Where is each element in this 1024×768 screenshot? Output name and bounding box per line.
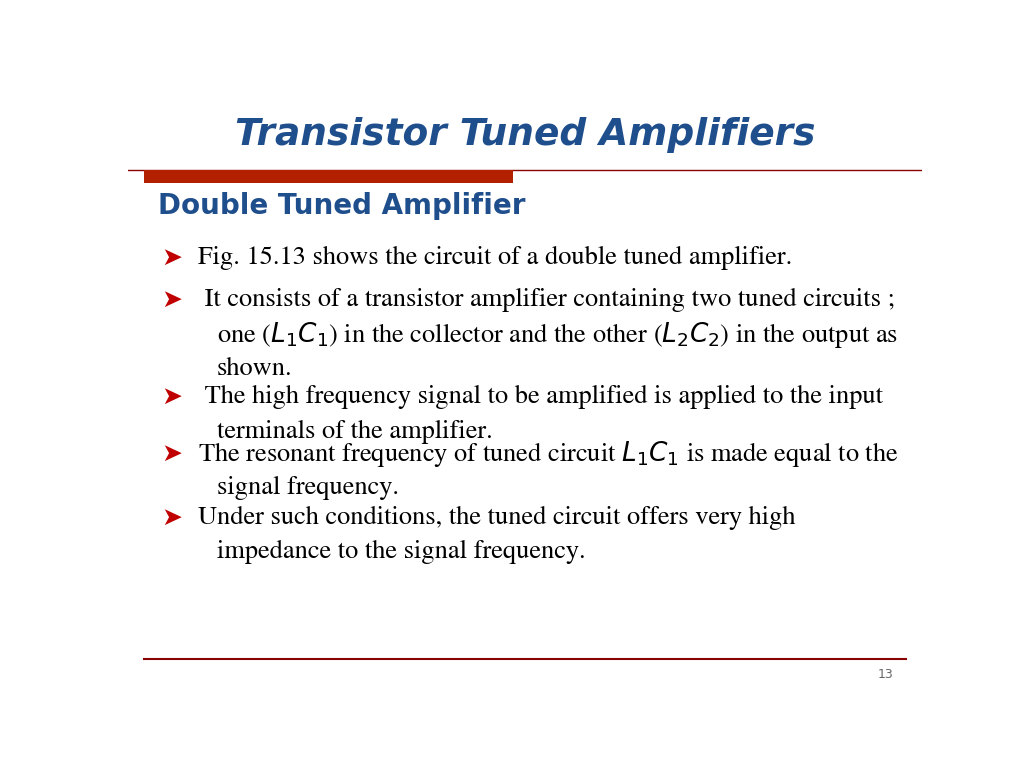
Text: Double Tuned Amplifier: Double Tuned Amplifier	[158, 192, 525, 220]
Text: impedance to the signal frequency.: impedance to the signal frequency.	[217, 540, 586, 564]
Text: 13: 13	[878, 667, 894, 680]
Text: Under such conditions, the tuned circuit offers very high: Under such conditions, the tuned circuit…	[198, 506, 796, 530]
Text: Transistor Tuned Amplifiers: Transistor Tuned Amplifiers	[234, 117, 815, 153]
Text: one ($L_1C_1$) in the collector and the other ($L_2C_2$) in the output as: one ($L_1C_1$) in the collector and the …	[217, 319, 898, 349]
Text: ➤: ➤	[162, 246, 182, 270]
Text: ➤: ➤	[162, 442, 182, 466]
Text: terminals of the amplifier.: terminals of the amplifier.	[217, 419, 493, 444]
Text: The high frequency signal to be amplified is applied to the input: The high frequency signal to be amplifie…	[198, 386, 883, 409]
Text: ➤: ➤	[162, 386, 182, 409]
Text: signal frequency.: signal frequency.	[217, 476, 399, 501]
Text: ➤: ➤	[162, 288, 182, 313]
Text: shown.: shown.	[217, 357, 293, 381]
Bar	[143, 170, 513, 184]
Text: The resonant frequency of tuned circuit $L_1C_1$ is made equal to the: The resonant frequency of tuned circuit …	[198, 439, 898, 469]
Text: Fig. 15.13 shows the circuit of a double tuned amplifier.: Fig. 15.13 shows the circuit of a double…	[198, 246, 793, 270]
Text: ➤: ➤	[162, 506, 182, 530]
Text: It consists of a transistor amplifier containing two tuned circuits ;: It consists of a transistor amplifier co…	[198, 288, 895, 313]
